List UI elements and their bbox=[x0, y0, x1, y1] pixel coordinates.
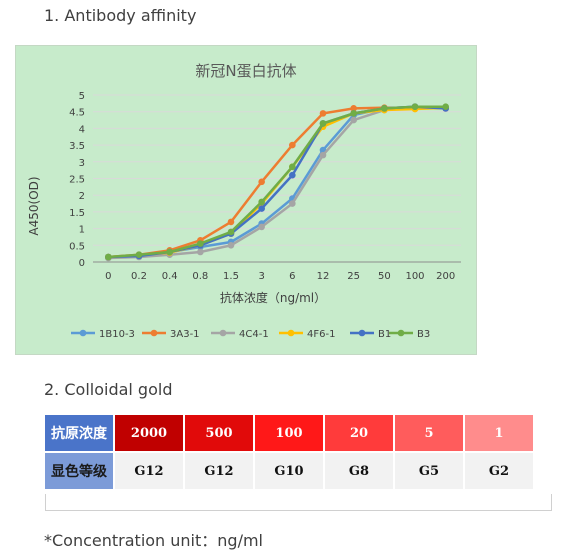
x-tick-label: 50 bbox=[378, 271, 391, 282]
gold-heading: 2. Colloidal gold bbox=[44, 380, 173, 399]
data-point bbox=[350, 116, 357, 124]
x-tick-label: 0.4 bbox=[162, 271, 178, 282]
y-tick-label: 2 bbox=[79, 191, 85, 202]
data-point bbox=[319, 120, 327, 127]
legend-marker bbox=[79, 329, 87, 337]
legend-label: 4F6-1 bbox=[307, 329, 335, 340]
y-tick-label: 2.5 bbox=[69, 175, 85, 186]
x-tick-label: 0 bbox=[105, 271, 111, 282]
legend-label: B3 bbox=[417, 329, 430, 340]
x-tick-label: 3 bbox=[258, 271, 264, 282]
x-tick-label: 0.2 bbox=[131, 271, 147, 282]
x-tick-label: 6 bbox=[289, 271, 295, 282]
y-tick-label: 1 bbox=[79, 225, 85, 236]
legend-marker bbox=[150, 329, 158, 337]
concentration-unit-note: *Concentration unit：ng/ml bbox=[44, 531, 263, 550]
y-tick-label: 3 bbox=[79, 158, 85, 169]
concentration-row: 抗原浓度 2000 500 100 20 5 1 bbox=[45, 415, 533, 451]
affinity-chart-svg: 新冠N蛋白抗体 抗体浓度（ng/ml） A450(OD) 0 0.5 1 1.5 2 2.… bbox=[27, 62, 461, 340]
x-tick-label: 200 bbox=[436, 271, 455, 282]
data-point bbox=[258, 205, 265, 212]
affinity-heading: 1. Antibody affinity bbox=[44, 6, 197, 25]
x-tick-label: 0.8 bbox=[192, 271, 208, 282]
series-line bbox=[108, 105, 446, 259]
data-point bbox=[258, 223, 265, 231]
data-point bbox=[411, 103, 419, 110]
y-tick-label: 0.5 bbox=[69, 241, 85, 252]
x-tick-label: 12 bbox=[317, 271, 330, 282]
y-axis-label: A450(OD) bbox=[27, 176, 41, 235]
legend-label: 1B10-3 bbox=[99, 329, 135, 340]
y-tick-label: 1.5 bbox=[69, 208, 85, 219]
grade-cell: G8 bbox=[325, 453, 393, 489]
y-tick-label: 0 bbox=[79, 258, 85, 269]
x-tick-label: 25 bbox=[347, 271, 360, 282]
affinity-chart: 新冠N蛋白抗体 抗体浓度（ng/ml） A450(OD) 0 0.5 1 1.5 2 2.… bbox=[15, 45, 477, 355]
x-tick-label: 1.5 bbox=[223, 271, 239, 282]
legend-label: 3A3-1 bbox=[170, 329, 200, 340]
concentration-cell: 2000 bbox=[115, 415, 183, 451]
grade-cell: G10 bbox=[255, 453, 323, 489]
y-tick-label: 5 bbox=[79, 91, 85, 102]
grade-cell: G12 bbox=[185, 453, 253, 489]
concentration-row-label: 抗原浓度 bbox=[45, 415, 113, 451]
y-tick-label: 3.5 bbox=[69, 141, 85, 152]
data-point bbox=[166, 248, 173, 256]
table-bottom-border bbox=[45, 494, 552, 511]
concentration-cell: 20 bbox=[325, 415, 393, 451]
legend-marker bbox=[287, 329, 295, 337]
data-point bbox=[197, 240, 204, 247]
legend-marker bbox=[219, 329, 227, 337]
data-point bbox=[227, 242, 235, 249]
legend-marker bbox=[397, 329, 405, 337]
legend-label: 4C4-1 bbox=[239, 329, 269, 340]
series-line bbox=[108, 105, 446, 259]
y-tick-label: 4 bbox=[79, 124, 85, 135]
data-point bbox=[135, 251, 143, 258]
data-point bbox=[258, 198, 265, 206]
grade-cell: G12 bbox=[115, 453, 183, 489]
data-point bbox=[258, 178, 265, 186]
data-point bbox=[289, 141, 296, 149]
colloidal-gold-table: 抗原浓度 2000 500 100 20 5 1 显色等级 G12 G12 G1… bbox=[43, 413, 535, 491]
legend-marker bbox=[358, 329, 366, 337]
concentration-cell: 5 bbox=[395, 415, 463, 451]
chart-title: 新冠N蛋白抗体 bbox=[195, 62, 296, 80]
concentration-cell: 500 bbox=[185, 415, 253, 451]
concentration-cell: 1 bbox=[465, 415, 533, 451]
series-line bbox=[108, 105, 446, 260]
grade-cell: G5 bbox=[395, 453, 463, 489]
data-point bbox=[105, 253, 112, 261]
x-tick-label: 100 bbox=[405, 271, 424, 282]
x-axis-label: 抗体浓度（ng/ml） bbox=[220, 290, 326, 305]
concentration-cell: 100 bbox=[255, 415, 323, 451]
data-point bbox=[289, 163, 296, 171]
data-point bbox=[319, 110, 327, 117]
grade-row: 显色等级 G12 G12 G10 G8 G5 G2 bbox=[45, 453, 533, 489]
data-point bbox=[442, 103, 449, 110]
data-point bbox=[227, 218, 235, 226]
y-tick-label: 4.5 bbox=[69, 108, 85, 119]
data-point bbox=[227, 228, 235, 236]
series-line bbox=[108, 105, 446, 259]
legend-label: B1 bbox=[378, 329, 391, 340]
grade-cell: G2 bbox=[465, 453, 533, 489]
series-line bbox=[108, 106, 446, 259]
grade-row-label: 显色等级 bbox=[45, 453, 113, 489]
data-point bbox=[350, 105, 357, 112]
series-line bbox=[108, 106, 446, 259]
data-point bbox=[289, 171, 296, 179]
data-point bbox=[319, 151, 327, 159]
data-point bbox=[197, 248, 204, 256]
data-point bbox=[289, 200, 296, 207]
data-point bbox=[350, 110, 357, 117]
data-point bbox=[381, 105, 388, 112]
